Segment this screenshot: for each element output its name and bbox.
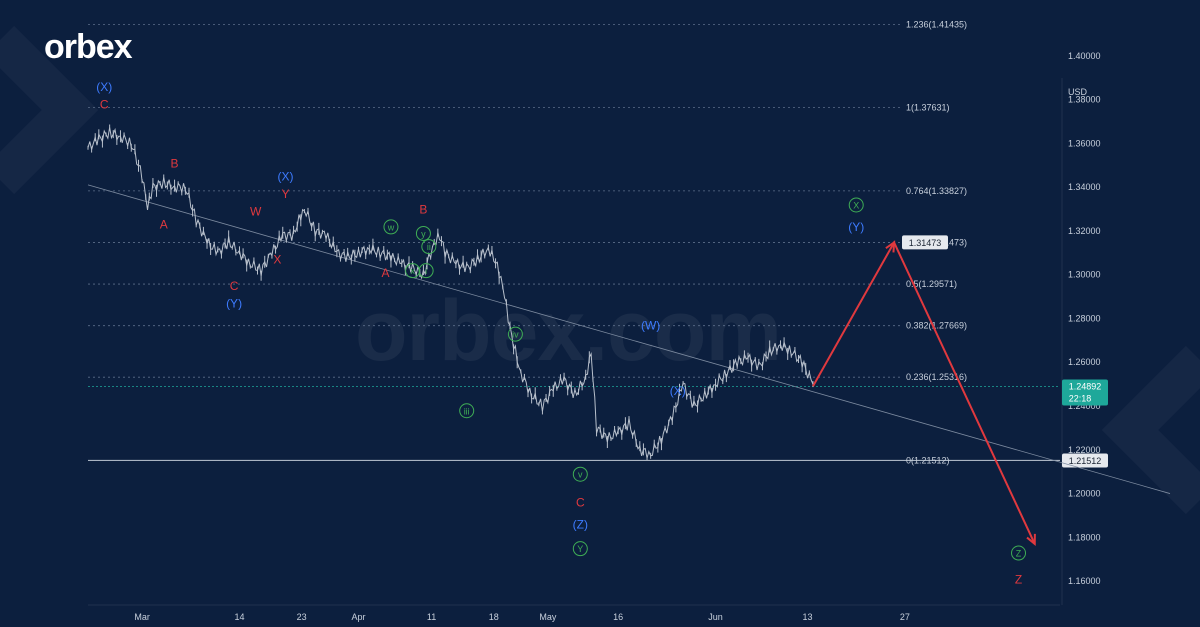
x-tick-label: 16 bbox=[613, 612, 623, 622]
projection-arrowhead-down bbox=[1026, 533, 1036, 546]
wave-label: (Y) bbox=[226, 297, 242, 311]
x-tick-label: Mar bbox=[134, 612, 150, 622]
wave-label-circle bbox=[418, 263, 434, 279]
x-tick-label: 27 bbox=[900, 612, 910, 622]
wave-label-circle bbox=[415, 225, 431, 241]
wave-label: X bbox=[273, 253, 281, 267]
wave-label: Z bbox=[1016, 549, 1022, 559]
price-tag-box bbox=[1062, 453, 1108, 468]
y-tick-label: 1.20000 bbox=[1068, 489, 1101, 499]
bg-chevron-left bbox=[0, 25, 99, 195]
wave-label: (X) bbox=[96, 80, 112, 94]
wave-label: C bbox=[576, 496, 585, 510]
fib-label: 0.5(1.29571) bbox=[906, 279, 957, 289]
projection bbox=[812, 240, 1036, 546]
y-tick-label: 1.22000 bbox=[1068, 445, 1101, 455]
wave-label-circle bbox=[572, 466, 588, 482]
fib-label: 0(1.21512) bbox=[906, 455, 950, 465]
wave-label-circle bbox=[421, 239, 437, 255]
projection-arrowhead-up bbox=[885, 240, 896, 253]
wave-label: iii bbox=[464, 406, 470, 416]
y-tick-label: 1.24000 bbox=[1068, 401, 1101, 411]
wave-label: B bbox=[419, 202, 427, 216]
current-price-timer: 22:18 bbox=[1069, 393, 1092, 403]
wave-labels: (X) C B A C (Y) W X (X) Y A Bw yii x i iv iii v C (Z) Y (W) (X… bbox=[96, 80, 1027, 586]
brand-logo: orbex bbox=[44, 28, 133, 66]
price-tag-label: 1.31473 bbox=[909, 238, 942, 248]
x-tick-label: 13 bbox=[803, 612, 813, 622]
x-tick-label: May bbox=[539, 612, 557, 622]
wave-label: B bbox=[171, 156, 179, 170]
trend-line bbox=[87, 184, 1171, 494]
axes: USD 1.16000 1.18000 1.20000 1.22000 1.24000 1.… bbox=[88, 51, 1108, 622]
wave-label: y bbox=[421, 229, 426, 239]
wave-label: (W) bbox=[641, 318, 660, 332]
y-tick-label: 1.18000 bbox=[1068, 532, 1101, 542]
price-tag-label: 1.21512 bbox=[1069, 456, 1102, 466]
wave-label: (Y) bbox=[848, 220, 864, 234]
fib-label: 0.764(1.33827) bbox=[906, 186, 967, 196]
x-tick-label: 23 bbox=[297, 612, 307, 622]
trendline bbox=[87, 184, 1171, 494]
current-price-label: 1.24892 bbox=[1069, 381, 1102, 391]
y-tick-label: 1.34000 bbox=[1068, 182, 1101, 192]
wave-label: (X) bbox=[277, 170, 293, 184]
wave-label: iv bbox=[512, 330, 519, 340]
wave-label: W bbox=[250, 205, 262, 219]
y-tick-label: 1.26000 bbox=[1068, 357, 1101, 367]
background-decoration bbox=[0, 25, 1200, 515]
wave-label-circle bbox=[383, 219, 399, 235]
wave-label: C bbox=[230, 279, 239, 293]
wave-label: (Z) bbox=[573, 518, 588, 532]
price-line bbox=[87, 127, 814, 459]
y-tick-label: 1.16000 bbox=[1068, 576, 1101, 586]
wave-label: A bbox=[382, 266, 390, 280]
fib-label: 1(1.37631) bbox=[906, 103, 950, 113]
x-tick-label: Jun bbox=[708, 612, 723, 622]
wave-label: Y bbox=[577, 544, 583, 554]
fib-levels: 1.236(1.41435) 1(1.37631) 0.764(1.33827) 0.… bbox=[88, 19, 1108, 468]
y-tick-label: 1.36000 bbox=[1068, 138, 1101, 148]
wave-label-circle bbox=[572, 541, 588, 557]
wave-label: Z bbox=[1015, 572, 1022, 586]
wave-label: A bbox=[160, 218, 168, 232]
bg-chevron-right bbox=[1101, 345, 1200, 515]
wave-label-circle bbox=[459, 403, 475, 419]
fib-label: 1.236(1.41435) bbox=[906, 19, 967, 29]
wave-label: ii bbox=[427, 242, 431, 252]
x-tick-label: 14 bbox=[234, 612, 244, 622]
wave-label-circle bbox=[1011, 545, 1027, 561]
wave-label: C bbox=[100, 97, 109, 111]
wave-label: i bbox=[425, 266, 427, 276]
fib-label: 0.382(1.27669) bbox=[906, 321, 967, 331]
x-tick-label: 11 bbox=[427, 612, 436, 622]
y-tick-label: 1.30000 bbox=[1068, 270, 1101, 280]
wave-label-circle bbox=[848, 197, 864, 213]
y-tick-label: 1.40000 bbox=[1068, 51, 1101, 61]
wave-label: x bbox=[410, 266, 415, 276]
wave-label: w bbox=[387, 222, 395, 232]
current-price-badge bbox=[1062, 379, 1108, 406]
x-tick-label: Apr bbox=[351, 612, 365, 622]
wave-label: (X) bbox=[670, 384, 686, 398]
price-series bbox=[87, 124, 814, 461]
y-tick-label: 1.32000 bbox=[1068, 226, 1101, 236]
wave-label: Y bbox=[281, 187, 289, 201]
price-tag-box bbox=[902, 235, 948, 250]
wave-label-circle bbox=[507, 326, 523, 342]
wave-label: v bbox=[578, 470, 583, 480]
fib-label: 0.236(1.25316) bbox=[906, 372, 967, 382]
y-tick-label: 1.38000 bbox=[1068, 95, 1101, 105]
wave-label: X bbox=[853, 201, 859, 211]
y-axis-unit: USD bbox=[1068, 87, 1088, 97]
x-tick-label: 18 bbox=[489, 612, 499, 622]
y-tick-label: 1.28000 bbox=[1068, 313, 1101, 323]
